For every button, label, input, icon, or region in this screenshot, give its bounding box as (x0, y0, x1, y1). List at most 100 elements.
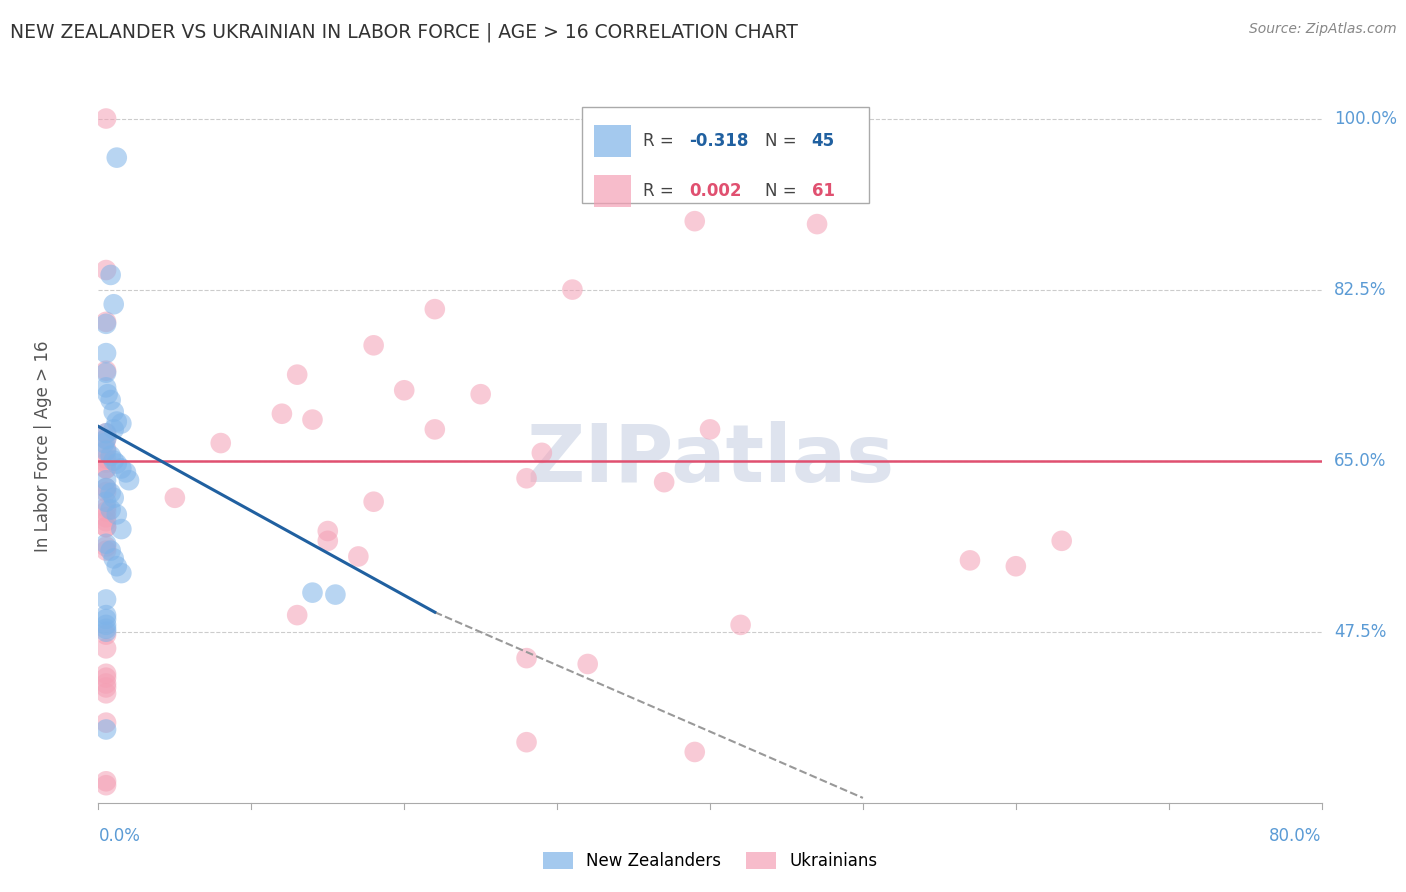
Point (94, 612, 117, 626)
Point (103, 422, 125, 436)
Point (652, 475, 675, 490)
Point (94, 443, 117, 458)
Point (100, 449, 122, 463)
Point (103, 297, 125, 311)
Point (100, 392, 122, 407)
Point (94, 366, 117, 380)
Point (94, 346, 117, 360)
Point (94, 671, 117, 685)
Text: 80.0%: 80.0% (1270, 827, 1322, 846)
Point (363, 338, 385, 352)
Point (94, 426, 117, 441)
Point (1004, 559, 1026, 574)
Text: 61: 61 (811, 182, 835, 200)
Point (94, 461, 117, 475)
Point (94, 715, 117, 730)
Point (516, 735, 538, 749)
Point (94, 540, 117, 554)
Point (94, 641, 117, 656)
Point (94, 481, 117, 495)
Point (94, 543, 117, 558)
Point (100, 502, 122, 516)
Point (423, 422, 446, 436)
Point (363, 494, 385, 508)
Point (103, 405, 125, 419)
Point (94, 676, 117, 690)
Point (301, 412, 323, 426)
Text: 82.5%: 82.5% (1334, 281, 1386, 299)
Point (94, 481, 117, 495)
Point (1050, 533, 1073, 548)
Point (94, 432, 117, 446)
Point (516, 651, 538, 665)
Text: R =: R = (643, 132, 679, 150)
Point (94, 774, 117, 789)
Text: Source: ZipAtlas.com: Source: ZipAtlas.com (1249, 22, 1396, 37)
Point (94, 686, 117, 700)
Text: 0.002: 0.002 (689, 182, 742, 200)
Point (100, 543, 122, 558)
Point (94, 514, 117, 528)
Point (94, 473, 117, 487)
Point (94, 317, 117, 331)
Text: 100.0%: 100.0% (1334, 110, 1398, 128)
Text: 65.0%: 65.0% (1334, 451, 1386, 470)
Point (561, 283, 583, 297)
Text: N =: N = (765, 182, 801, 200)
Point (392, 384, 416, 398)
Point (103, 551, 125, 566)
Point (110, 566, 132, 580)
Point (94, 608, 117, 623)
Point (94, 451, 117, 466)
Point (94, 494, 117, 508)
Point (94, 723, 117, 737)
Point (105, 457, 128, 471)
Text: In Labor Force | Age > 16: In Labor Force | Age > 16 (34, 340, 52, 552)
Point (516, 471, 538, 485)
Point (325, 588, 347, 602)
Point (806, 217, 828, 231)
Point (209, 436, 232, 450)
Point (301, 585, 323, 599)
Point (100, 486, 122, 500)
Point (94, 520, 117, 534)
Point (270, 407, 292, 421)
Point (94, 504, 117, 518)
Point (94, 432, 117, 446)
Point (285, 368, 308, 382)
Point (103, 491, 125, 505)
Point (94, 520, 117, 534)
Point (105, 151, 128, 165)
Text: 45: 45 (811, 132, 835, 150)
Point (94, 426, 117, 441)
Point (94, 364, 117, 378)
Point (94, 315, 117, 329)
Point (94, 681, 117, 695)
Point (94, 628, 117, 642)
Point (316, 533, 339, 548)
Point (94, 456, 117, 470)
Point (285, 608, 308, 623)
Point (110, 461, 132, 475)
Point (94, 380, 117, 394)
Point (94, 442, 117, 456)
Point (576, 657, 599, 671)
Point (94, 537, 117, 551)
Text: N =: N = (765, 132, 801, 150)
Text: NEW ZEALANDER VS UKRAINIAN IN LABOR FORCE | AGE > 16 CORRELATION CHART: NEW ZEALANDER VS UKRAINIAN IN LABOR FORC… (10, 22, 797, 42)
Point (959, 553, 981, 567)
Point (470, 387, 492, 401)
Point (115, 466, 138, 480)
Text: 47.5%: 47.5% (1334, 623, 1386, 640)
Point (110, 522, 132, 536)
Point (347, 549, 370, 564)
Point (110, 417, 132, 431)
Point (530, 446, 553, 460)
Point (94, 500, 117, 515)
Point (105, 559, 128, 574)
Point (103, 453, 125, 467)
Point (105, 508, 128, 522)
Point (683, 214, 706, 228)
Point (94, 485, 117, 500)
Point (94, 622, 117, 636)
